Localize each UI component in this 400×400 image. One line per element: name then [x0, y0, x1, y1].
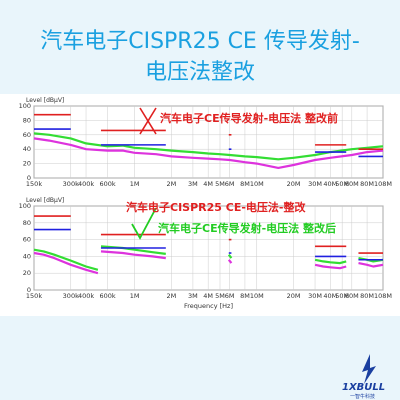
series-line [100, 250, 166, 260]
series-line [314, 258, 347, 265]
x-tick-label: 1M [130, 180, 140, 188]
series-line [33, 137, 384, 170]
x-tick-label: 40M [323, 180, 337, 188]
x-tick-label: 50M [335, 292, 349, 300]
chart-before: 150k 300k 400k 600k 1M 2M 3M 4M 5M 6M 8M 10M 20M 30M 4… [19, 97, 392, 188]
x-axis-label: Frequency [Hz] [184, 302, 233, 310]
x-tick-label: 80M [360, 180, 374, 188]
bull-logo-icon: 1XBULL 一智牛科技 [342, 354, 385, 400]
overlay-label-before: 汽车电子CE传导发射-电压法 整改前 [160, 112, 338, 125]
x-tick-label: 1M [130, 292, 140, 300]
logo-text: 1XBULL [342, 382, 385, 393]
series-line [314, 263, 347, 270]
overlay-label-middle: 汽车电子CISPR25 CE-电压法-整改 [126, 201, 306, 214]
series-line [33, 132, 384, 161]
series-line [33, 251, 99, 275]
x-tick-label: 40M [323, 292, 337, 300]
y-tick-label: 60 [23, 236, 31, 244]
y-axis-label: Level [dBµV] [26, 197, 64, 204]
series-line [33, 248, 99, 271]
x-tick-label: 108M [374, 180, 392, 188]
x-tick-label: 2M [167, 180, 177, 188]
chart-panel-before: 150k 300k 400k 600k 1M 2M 3M 4M 5M 6M 8M 10M 20M 30M 4… [0, 94, 400, 194]
y-tick-label: 20 [23, 160, 31, 168]
y-axis-label: Level [dBµV] [26, 97, 64, 104]
series-line [358, 257, 384, 263]
chart-after: 150k 300k 400k 600k 1M 2M 3M 4M 5M 6M 8M 10M 20M 30M 4… [19, 197, 392, 310]
chart-panel-after: 150k 300k 400k 600k 1M 2M 3M 4M 5M 6M 8M 10M 20M 30M 4… [0, 194, 400, 316]
x-tick-label: 20M [287, 292, 301, 300]
y-tick-label: 80 [23, 219, 31, 227]
x-tick-label: 50M [335, 180, 349, 188]
x-tick-label: 20M [287, 180, 301, 188]
cross-mark-icon [139, 107, 157, 135]
y-tick-label: 40 [23, 145, 31, 153]
y-tick-label: 100 [19, 202, 31, 210]
x-tick-label: 8M [240, 180, 250, 188]
logo-subtext: 一智牛科技 [350, 393, 375, 400]
x-tick-label: 150k [26, 292, 42, 300]
x-tick-label: 5M [215, 292, 225, 300]
x-tick-label: 6M [225, 180, 235, 188]
title-line-2: 电压法整改 [144, 60, 255, 85]
series-line [227, 254, 233, 259]
x-tick-label: 6M [225, 292, 235, 300]
y-tick-label: 20 [23, 269, 31, 277]
x-tick-label: 600k [99, 292, 115, 300]
x-tick-label: 5M [215, 180, 225, 188]
y-tick-label: 80 [23, 116, 31, 124]
x-tick-label: 150k [26, 180, 42, 188]
x-tick-label: 10M [250, 180, 264, 188]
x-tick-label: 60M [345, 180, 359, 188]
x-tick-label: 400k [78, 292, 94, 300]
check-mark-icon [131, 207, 157, 240]
x-tick-label: 108M [374, 292, 392, 300]
x-tick-label: 4M [203, 292, 213, 300]
y-tick-label: 100 [19, 102, 31, 110]
x-tick-label: 300k [63, 180, 79, 188]
plot-area [33, 105, 384, 179]
page-title: 汽车电子CISPR25 CE 传导发射- 电压法整改 [0, 26, 400, 88]
x-tick-label: 2M [167, 292, 177, 300]
brand-logo: 1XBULL 一智牛科技 [340, 350, 400, 400]
x-tick-label: 60M [345, 292, 359, 300]
y-tick-label: 0 [27, 174, 31, 182]
x-tick-label: 30M [308, 292, 322, 300]
series-line [358, 262, 384, 268]
x-tick-label: 8M [240, 292, 250, 300]
x-tick-label: 300k [63, 292, 79, 300]
x-tick-label: 10M [250, 292, 264, 300]
y-tick-label: 0 [27, 286, 31, 294]
x-tick-label: 4M [203, 180, 213, 188]
x-tick-label: 3M [188, 292, 198, 300]
x-tick-label: 30M [308, 180, 322, 188]
series-line [227, 259, 233, 264]
y-tick-label: 40 [23, 252, 31, 260]
x-tick-label: 3M [188, 180, 198, 188]
x-tick-label: 400k [78, 180, 94, 188]
overlay-label-after: 汽车电子CE传导发射-电压法 整改后 [158, 222, 336, 235]
y-tick-label: 60 [23, 131, 31, 139]
plot-area [33, 205, 384, 291]
x-tick-label: 80M [360, 292, 374, 300]
title-line-1: 汽车电子CISPR25 CE 传导发射- [40, 29, 360, 54]
x-tick-label: 600k [99, 180, 115, 188]
